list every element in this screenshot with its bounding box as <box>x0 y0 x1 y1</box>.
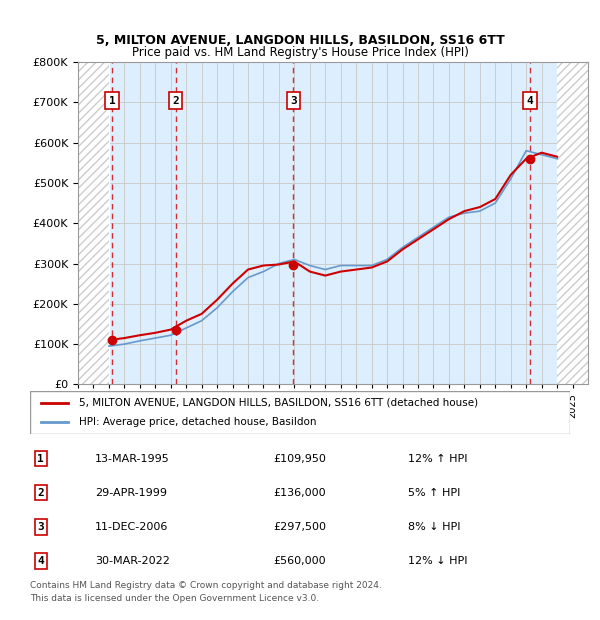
Text: 1: 1 <box>37 454 44 464</box>
Text: 29-APR-1999: 29-APR-1999 <box>95 488 167 498</box>
Text: 11-DEC-2006: 11-DEC-2006 <box>95 522 168 532</box>
Text: 13-MAR-1995: 13-MAR-1995 <box>95 454 170 464</box>
Text: 3: 3 <box>290 95 297 105</box>
Text: 2: 2 <box>172 95 179 105</box>
Text: 4: 4 <box>527 95 533 105</box>
Bar <box>78 62 109 384</box>
Text: Price paid vs. HM Land Registry's House Price Index (HPI): Price paid vs. HM Land Registry's House … <box>131 46 469 59</box>
Text: 8% ↓ HPI: 8% ↓ HPI <box>408 522 461 532</box>
Text: 4: 4 <box>37 556 44 566</box>
Text: 3: 3 <box>37 522 44 532</box>
Bar <box>557 62 588 384</box>
Text: This data is licensed under the Open Government Licence v3.0.: This data is licensed under the Open Gov… <box>30 594 319 603</box>
Text: £297,500: £297,500 <box>273 522 326 532</box>
Text: 5% ↑ HPI: 5% ↑ HPI <box>408 488 460 498</box>
Text: Contains HM Land Registry data © Crown copyright and database right 2024.: Contains HM Land Registry data © Crown c… <box>30 582 382 590</box>
Text: £109,950: £109,950 <box>273 454 326 464</box>
Bar <box>78 62 109 384</box>
Text: 30-MAR-2022: 30-MAR-2022 <box>95 556 170 566</box>
Text: 12% ↑ HPI: 12% ↑ HPI <box>408 454 467 464</box>
Text: 5, MILTON AVENUE, LANGDON HILLS, BASILDON, SS16 6TT (detached house): 5, MILTON AVENUE, LANGDON HILLS, BASILDO… <box>79 398 478 408</box>
Text: HPI: Average price, detached house, Basildon: HPI: Average price, detached house, Basi… <box>79 417 316 427</box>
Text: 2: 2 <box>37 488 44 498</box>
Text: £136,000: £136,000 <box>273 488 326 498</box>
Text: £560,000: £560,000 <box>273 556 326 566</box>
Text: 1: 1 <box>109 95 115 105</box>
Text: 12% ↓ HPI: 12% ↓ HPI <box>408 556 467 566</box>
Text: 5, MILTON AVENUE, LANGDON HILLS, BASILDON, SS16 6TT: 5, MILTON AVENUE, LANGDON HILLS, BASILDO… <box>95 34 505 46</box>
FancyBboxPatch shape <box>30 391 570 434</box>
